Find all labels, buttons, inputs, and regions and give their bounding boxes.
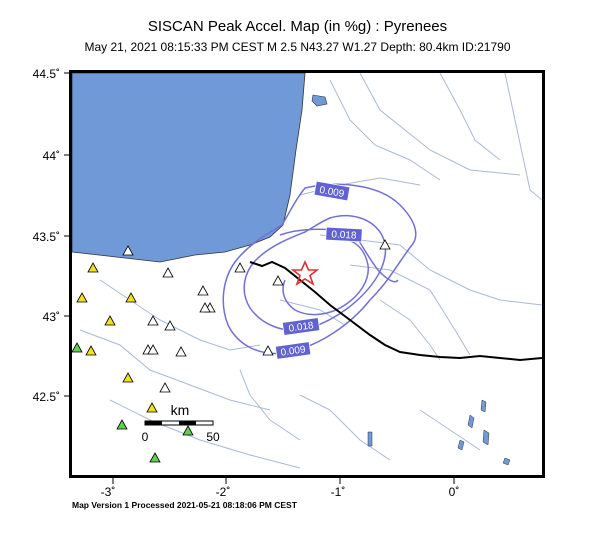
y-tick-label: 42.5˚	[33, 390, 60, 404]
scale-unit: km	[171, 402, 190, 418]
y-tick-label: 44˚	[43, 149, 60, 163]
scale-label: 50	[206, 430, 220, 444]
contour-label-0009-bottom: 0.009	[274, 341, 312, 360]
x-tick-label: -2˚	[216, 485, 231, 499]
lakes	[367, 399, 511, 466]
y-tick-label: 43.5˚	[33, 230, 60, 244]
rivers	[79, 73, 542, 469]
svg-text:0.009: 0.009	[280, 344, 307, 358]
scale-bar: km 0 50	[142, 402, 220, 444]
map-footer: Map Version 1 Processed 2021-05-21 08:18…	[72, 500, 297, 510]
scale-label: 0	[142, 430, 149, 444]
bay-of-biscay	[72, 73, 306, 263]
x-tick-label: -1˚	[331, 485, 346, 499]
map-title: SISCAN Peak Accel. Map (in %g) : Pyrenee…	[147, 18, 448, 35]
contour-label-0018-top: 0.018	[325, 226, 363, 243]
lagoon	[311, 94, 328, 107]
event-info: May 21, 2021 08:15:33 PM CEST M 2.5 N43.…	[84, 40, 511, 54]
x-tick-label: -3˚	[101, 485, 116, 499]
y-tick-label: 44.5˚	[33, 67, 60, 81]
epicenter-star	[290, 260, 320, 286]
axis-ticks	[64, 72, 455, 484]
contour-label-0018-bottom: 0.018	[281, 317, 321, 336]
svg-text:0.009: 0.009	[318, 185, 345, 200]
stations	[72, 239, 391, 463]
contour-label-0009-top: 0.009	[313, 180, 351, 202]
y-tick-label: 43˚	[43, 310, 60, 324]
svg-text:0.018: 0.018	[288, 320, 315, 334]
svg-text:0.018: 0.018	[331, 229, 357, 241]
national-border	[249, 260, 542, 362]
x-tick-label: 0˚	[449, 485, 460, 499]
